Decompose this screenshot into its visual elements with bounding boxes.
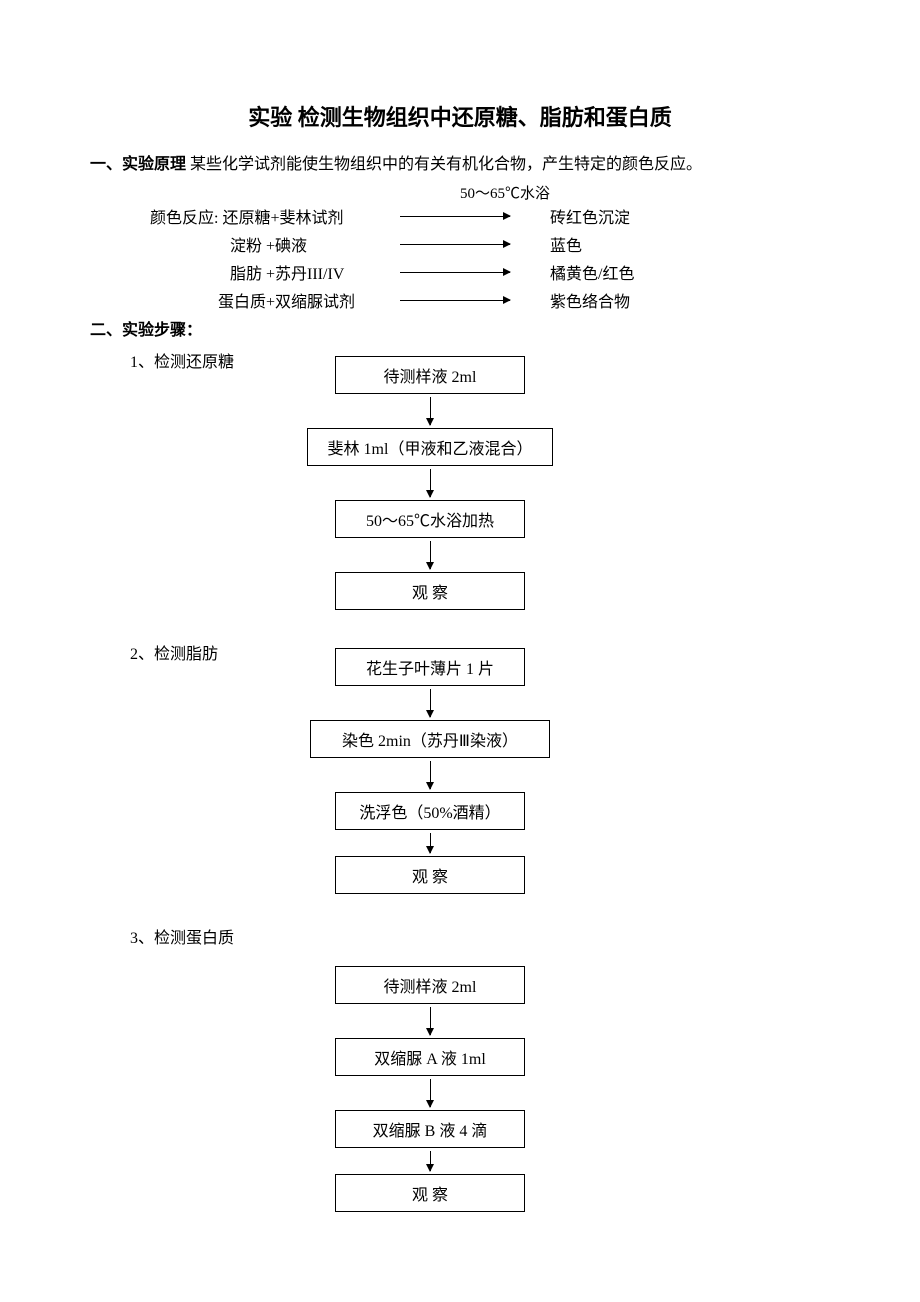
- color-reactions-block: 50～65℃水浴 颜色反应: 还原糖+斐林试剂 砖红色沉淀 淀粉 +碘液 蓝色 …: [150, 204, 830, 312]
- flow-box: 双缩脲 B 液 4 滴: [335, 1110, 525, 1148]
- reaction-1-left: 颜色反应: 还原糖+斐林试剂: [150, 204, 390, 228]
- reaction-1-result: 砖红色沉淀: [520, 204, 680, 228]
- flow-box: 观 察: [335, 856, 525, 894]
- section-1-header: 一、实验原理 某些化学试剂能使生物组织中的有关有机化合物，产生特定的颜色反应。: [90, 150, 830, 174]
- down-arrow-icon: [430, 541, 431, 569]
- flow-box: 观 察: [335, 572, 525, 610]
- reaction-4-result: 紫色络合物: [520, 288, 680, 312]
- step-3-label: 3、检测蛋白质: [130, 924, 830, 948]
- reaction-row-3: 脂肪 +苏丹III/IV 橘黄色/红色: [150, 260, 830, 284]
- document-title: 实验 检测生物组织中还原糖、脂肪和蛋白质: [90, 100, 830, 132]
- flow-box: 花生子叶薄片 1 片: [335, 648, 525, 686]
- down-arrow-icon: [430, 469, 431, 497]
- flow-box: 洗浮色（50%酒精）: [335, 792, 525, 830]
- flowchart-protein: 待测样液 2ml 双缩脲 A 液 1ml 双缩脲 B 液 4 滴 观 察: [230, 966, 630, 1212]
- flowchart-fat: 花生子叶薄片 1 片 染色 2min（苏丹Ⅲ染液） 洗浮色（50%酒精） 观 察: [230, 648, 630, 894]
- reaction-row-2: 淀粉 +碘液 蓝色: [150, 232, 830, 256]
- reaction-3-result: 橘黄色/红色: [520, 260, 680, 284]
- down-arrow-icon: [430, 833, 431, 853]
- arrow-icon: [390, 234, 520, 254]
- down-arrow-icon: [430, 1151, 431, 1171]
- section-2-header: 二、实验步骤：: [90, 316, 830, 340]
- arrow-icon: [390, 262, 520, 282]
- flow-box: 双缩脲 A 液 1ml: [335, 1038, 525, 1076]
- reaction-row-1: 颜色反应: 还原糖+斐林试剂 砖红色沉淀: [150, 204, 830, 228]
- down-arrow-icon: [430, 689, 431, 717]
- flowchart-sugar: 待测样液 2ml 斐林 1ml（甲液和乙液混合） 50～65℃水浴加热 观 察: [230, 356, 630, 610]
- flow-box: 待测样液 2ml: [335, 356, 525, 394]
- flow-box: 染色 2min（苏丹Ⅲ染液）: [310, 720, 550, 758]
- flow-box: 斐林 1ml（甲液和乙液混合）: [307, 428, 554, 466]
- down-arrow-icon: [430, 1079, 431, 1107]
- down-arrow-icon: [430, 761, 431, 789]
- document-page: 实验 检测生物组织中还原糖、脂肪和蛋白质 一、实验原理 某些化学试剂能使生物组织…: [0, 0, 920, 1252]
- reaction-condition: 50～65℃水浴: [460, 182, 550, 203]
- section-1-desc: 某些化学试剂能使生物组织中的有关有机化合物，产生特定的颜色反应。: [186, 156, 702, 173]
- arrow-icon: [390, 206, 520, 226]
- reaction-row-4: 蛋白质+双缩脲试剂 紫色络合物: [150, 288, 830, 312]
- down-arrow-icon: [430, 1007, 431, 1035]
- flow-box: 观 察: [335, 1174, 525, 1212]
- flow-box: 50～65℃水浴加热: [335, 500, 525, 538]
- reaction-3-left: 脂肪 +苏丹III/IV: [150, 260, 390, 284]
- down-arrow-icon: [430, 397, 431, 425]
- section-1-label: 一、实验原理: [90, 156, 186, 173]
- flow-box: 待测样液 2ml: [335, 966, 525, 1004]
- arrow-icon: [390, 290, 520, 310]
- reaction-2-left: 淀粉 +碘液: [150, 232, 390, 256]
- reaction-4-left: 蛋白质+双缩脲试剂: [150, 288, 390, 312]
- reaction-2-result: 蓝色: [520, 232, 680, 256]
